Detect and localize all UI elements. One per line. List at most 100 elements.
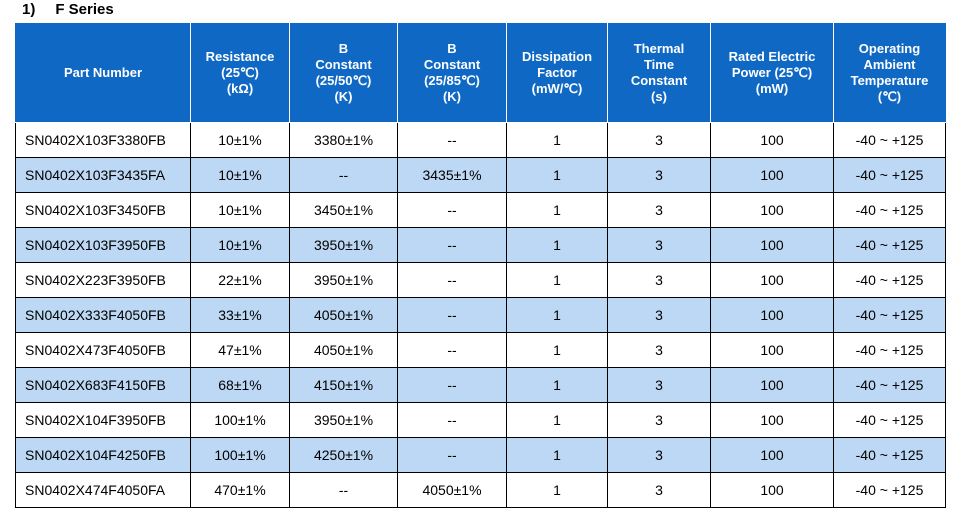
cell-operating-ambient-temperature: -40 ~ +125 bbox=[833, 472, 946, 508]
cell-operating-ambient-temperature: -40 ~ +125 bbox=[833, 192, 946, 228]
column-header-line: (mW) bbox=[755, 81, 789, 96]
cell-dissipation-factor: 1 bbox=[506, 437, 608, 473]
cell-b-constant-25-85: -- bbox=[397, 227, 507, 263]
cell-part-number: SN0402X473F4050FB bbox=[15, 332, 191, 368]
cell-resistance: 10±1% bbox=[190, 122, 290, 158]
cell-part-number: SN0402X104F4250FB bbox=[15, 437, 191, 473]
column-header-line: Constant bbox=[315, 57, 372, 72]
column-header-b-constant-25-50: B Constant (25/50℃) (K) bbox=[289, 23, 398, 123]
column-header-line: Temperature bbox=[850, 73, 929, 88]
cell-b-constant-25-85: -- bbox=[397, 437, 507, 473]
table-row: SN0402X104F4250FB 100±1% 4250±1% -- 1 3 100 -40… bbox=[15, 437, 946, 473]
cell-dissipation-factor: 1 bbox=[506, 157, 608, 193]
cell-part-number: SN0402X223F3950FB bbox=[15, 262, 191, 298]
column-header-line: (K) bbox=[334, 89, 353, 104]
table-row: SN0402X103F3950FB 10±1% 3950±1% -- 1 3 100 -40 … bbox=[15, 227, 946, 263]
table-row: SN0402X104F3950FB 100±1% 3950±1% -- 1 3 100 -40… bbox=[15, 402, 946, 438]
column-header-thermal-time-constant: Thermal Time Constant (s) bbox=[607, 23, 711, 123]
cell-rated-electric-power: 100 bbox=[710, 227, 834, 263]
cell-operating-ambient-temperature: -40 ~ +125 bbox=[833, 262, 946, 298]
cell-resistance: 47±1% bbox=[190, 332, 290, 368]
table-row: SN0402X474F4050FA 470±1% -- 4050±1% 1 3 100 -40… bbox=[15, 472, 946, 508]
cell-dissipation-factor: 1 bbox=[506, 122, 608, 158]
cell-rated-electric-power: 100 bbox=[710, 367, 834, 403]
cell-rated-electric-power: 100 bbox=[710, 297, 834, 333]
column-header-line: (25/85℃) bbox=[424, 73, 480, 88]
section-title: 1) F Series bbox=[22, 1, 114, 18]
column-header-line: Resistance bbox=[205, 49, 275, 64]
column-header-dissipation-factor: Dissipation Factor (mW/℃) bbox=[506, 23, 608, 123]
cell-rated-electric-power: 100 bbox=[710, 332, 834, 368]
cell-b-constant-25-85: -- bbox=[397, 122, 507, 158]
cell-operating-ambient-temperature: -40 ~ +125 bbox=[833, 332, 946, 368]
cell-b-constant-25-85: -- bbox=[397, 332, 507, 368]
column-header-rated-electric-power: Rated Electric Power (25℃) (mW) bbox=[710, 23, 834, 123]
table-row: SN0402X473F4050FB 47±1% 4050±1% -- 1 3 100 -40 … bbox=[15, 332, 946, 368]
cell-operating-ambient-temperature: -40 ~ +125 bbox=[833, 227, 946, 263]
cell-b-constant-25-85: -- bbox=[397, 192, 507, 228]
cell-b-constant-25-85: -- bbox=[397, 297, 507, 333]
cell-b-constant-25-50: -- bbox=[289, 157, 398, 193]
cell-thermal-time-constant: 3 bbox=[607, 297, 711, 333]
cell-thermal-time-constant: 3 bbox=[607, 122, 711, 158]
cell-b-constant-25-50: 4150±1% bbox=[289, 367, 398, 403]
cell-thermal-time-constant: 3 bbox=[607, 157, 711, 193]
cell-rated-electric-power: 100 bbox=[710, 192, 834, 228]
column-header-line: Part Number bbox=[63, 65, 143, 80]
cell-part-number: SN0402X683F4150FB bbox=[15, 367, 191, 403]
table-row: SN0402X223F3950FB 22±1% 3950±1% -- 1 3 100 -40 … bbox=[15, 262, 946, 298]
cell-b-constant-25-50: 4050±1% bbox=[289, 297, 398, 333]
cell-operating-ambient-temperature: -40 ~ +125 bbox=[833, 437, 946, 473]
cell-resistance: 33±1% bbox=[190, 297, 290, 333]
column-header-line: Factor bbox=[537, 65, 577, 80]
cell-thermal-time-constant: 3 bbox=[607, 332, 711, 368]
table-row: SN0402X103F3450FB 10±1% 3450±1% -- 1 3 100 -40 … bbox=[15, 192, 946, 228]
cell-dissipation-factor: 1 bbox=[506, 472, 608, 508]
column-header-line: (mW/℃) bbox=[531, 81, 583, 96]
cell-thermal-time-constant: 3 bbox=[607, 262, 711, 298]
cell-dissipation-factor: 1 bbox=[506, 192, 608, 228]
cell-b-constant-25-50: 3950±1% bbox=[289, 402, 398, 438]
column-header-line: Rated Electric bbox=[728, 49, 816, 64]
column-header-line: Constant bbox=[423, 57, 481, 72]
cell-resistance: 10±1% bbox=[190, 227, 290, 263]
cell-thermal-time-constant: 3 bbox=[607, 227, 711, 263]
column-header-line: Operating bbox=[858, 41, 921, 56]
cell-b-constant-25-50: 3450±1% bbox=[289, 192, 398, 228]
cell-thermal-time-constant: 3 bbox=[607, 402, 711, 438]
column-header-part-number: Part Number bbox=[15, 23, 191, 123]
cell-b-constant-25-85: -- bbox=[397, 262, 507, 298]
column-header-line: Power (25℃) bbox=[731, 65, 813, 80]
cell-part-number: SN0402X103F3435FA bbox=[15, 157, 191, 193]
cell-b-constant-25-85: 4050±1% bbox=[397, 472, 507, 508]
cell-dissipation-factor: 1 bbox=[506, 297, 608, 333]
cell-dissipation-factor: 1 bbox=[506, 367, 608, 403]
cell-part-number: SN0402X103F3950FB bbox=[15, 227, 191, 263]
column-header-line: (℃) bbox=[877, 89, 902, 104]
cell-operating-ambient-temperature: -40 ~ +125 bbox=[833, 402, 946, 438]
column-header-line: (25℃) bbox=[221, 65, 259, 80]
column-header-resistance: Resistance (25℃) (kΩ) bbox=[190, 23, 290, 123]
cell-b-constant-25-50: 3380±1% bbox=[289, 122, 398, 158]
cell-rated-electric-power: 100 bbox=[710, 472, 834, 508]
cell-b-constant-25-50: 4050±1% bbox=[289, 332, 398, 368]
cell-operating-ambient-temperature: -40 ~ +125 bbox=[833, 157, 946, 193]
cell-b-constant-25-50: 3950±1% bbox=[289, 262, 398, 298]
column-header-line: (25/50℃) bbox=[315, 73, 372, 88]
table-row: SN0402X103F3380FB 10±1% 3380±1% -- 1 3 100 -40 … bbox=[15, 122, 946, 158]
cell-dissipation-factor: 1 bbox=[506, 262, 608, 298]
cell-dissipation-factor: 1 bbox=[506, 332, 608, 368]
cell-operating-ambient-temperature: -40 ~ +125 bbox=[833, 367, 946, 403]
cell-b-constant-25-85: -- bbox=[397, 402, 507, 438]
table-header-row: Part Number Resistance (25℃) (kΩ) B Constant(… bbox=[15, 23, 946, 123]
column-header-line: B bbox=[338, 41, 349, 56]
cell-dissipation-factor: 1 bbox=[506, 227, 608, 263]
f-series-spec-table: Part Number Resistance (25℃) (kΩ) B Constant(… bbox=[15, 23, 946, 508]
cell-rated-electric-power: 100 bbox=[710, 157, 834, 193]
cell-part-number: SN0402X333F4050FB bbox=[15, 297, 191, 333]
cell-thermal-time-constant: 3 bbox=[607, 437, 711, 473]
table-body: SN0402X103F3380FB 10±1% 3380±1% -- 1 3 100 -40 … bbox=[15, 122, 946, 508]
cell-b-constant-25-50: 3950±1% bbox=[289, 227, 398, 263]
cell-rated-electric-power: 100 bbox=[710, 437, 834, 473]
cell-dissipation-factor: 1 bbox=[506, 402, 608, 438]
